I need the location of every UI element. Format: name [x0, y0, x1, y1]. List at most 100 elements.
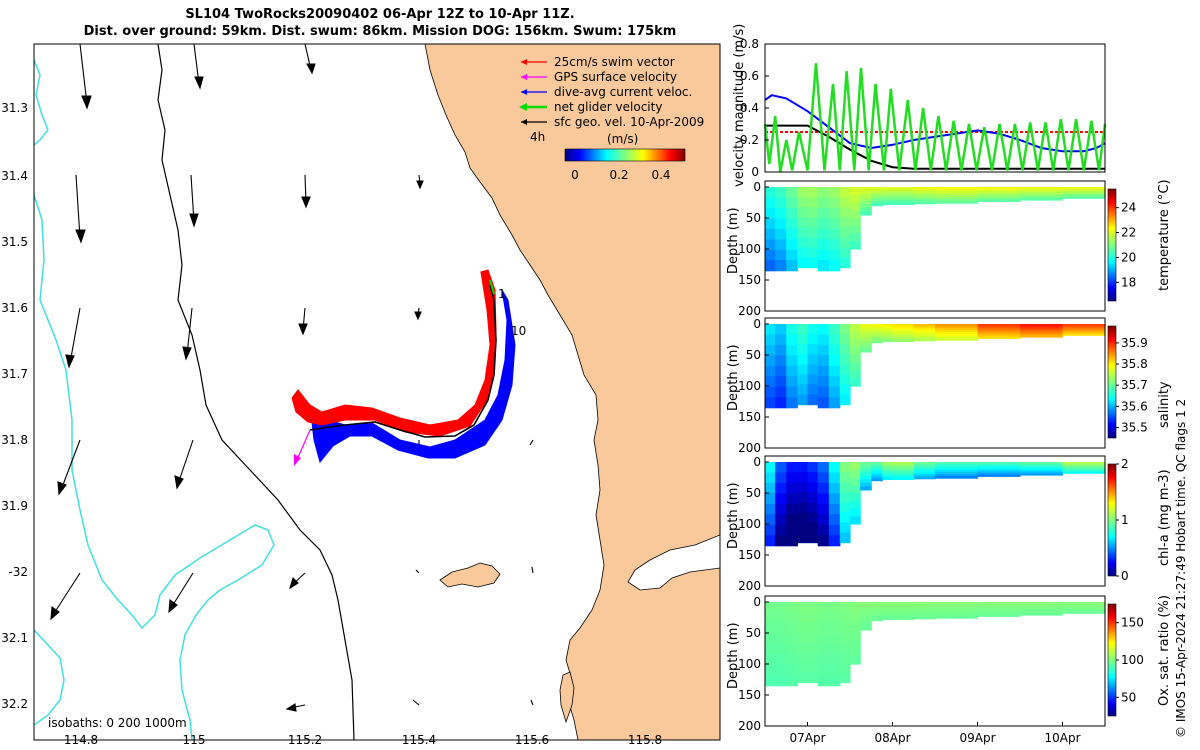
section-cell	[977, 192, 1021, 195]
section-cell	[1020, 193, 1064, 196]
section-ytick: 0	[753, 595, 761, 609]
section-cell	[913, 187, 936, 190]
section-cell	[765, 249, 776, 261]
section-cell	[817, 218, 830, 230]
section-cell	[882, 189, 894, 192]
section-cell	[850, 485, 861, 494]
section-cell	[860, 194, 872, 199]
section-cell	[1020, 473, 1064, 476]
section-cell	[892, 604, 915, 607]
section-cell	[850, 339, 861, 348]
section-cell	[817, 654, 830, 666]
section-cell	[892, 472, 915, 476]
section-cell	[817, 602, 830, 614]
section-cell	[839, 217, 851, 228]
section-cell	[871, 198, 883, 202]
section-ytick: 0	[753, 317, 761, 331]
section-cell	[871, 602, 883, 605]
section-cell	[807, 374, 819, 386]
section-cell	[850, 648, 861, 657]
section-cell	[765, 622, 776, 634]
section-cell	[786, 207, 798, 219]
section-cell	[850, 347, 861, 356]
section-cell	[828, 503, 841, 515]
section-cell	[1062, 470, 1106, 473]
section-cell	[913, 334, 936, 338]
section-cell	[977, 610, 1021, 614]
section-cell	[892, 328, 915, 332]
section-cell	[786, 482, 798, 494]
isobath-1000m-b	[34, 194, 275, 740]
section-cell	[817, 324, 830, 336]
section-cell	[839, 632, 851, 643]
section-cell	[850, 187, 861, 196]
section-cell	[935, 328, 979, 331]
svg-text:sfc geo. vel. 10-Apr-2009: sfc geo. vel. 10-Apr-2009	[554, 115, 704, 129]
section-ytick: 200	[738, 719, 761, 733]
section-cell	[775, 643, 787, 655]
section-cell	[871, 194, 883, 197]
section-cell	[786, 355, 798, 367]
section-cell	[860, 626, 872, 631]
colorbar-tick: 35.5	[1121, 420, 1148, 434]
section-cell	[892, 337, 915, 340]
section-cell	[913, 199, 936, 203]
section-cell	[1020, 603, 1064, 606]
section-cell	[850, 625, 861, 634]
velocity-series-3	[763, 63, 1107, 173]
section-cell	[786, 493, 798, 505]
legend-item-sfc: sfc geo. vel. 10-Apr-2009	[521, 115, 704, 129]
section-cell	[977, 614, 1021, 617]
section-cell	[839, 602, 851, 613]
section-cell	[765, 472, 776, 484]
svg-text:net glider velocity: net glider velocity	[554, 100, 662, 114]
section-cell	[786, 365, 798, 377]
section-cell	[892, 326, 915, 329]
section-cell	[892, 330, 915, 334]
section-cell	[860, 475, 872, 480]
section-cell	[1020, 196, 1064, 199]
section-cell	[828, 260, 841, 272]
section-cell	[882, 612, 894, 616]
section-cell	[828, 602, 841, 614]
section-cell	[935, 602, 979, 605]
section-cell	[913, 614, 936, 618]
section-cell	[807, 502, 819, 513]
section-cell	[892, 606, 915, 610]
colorbar-tick: 150	[1121, 616, 1144, 630]
section-cell	[828, 197, 841, 209]
section-cell	[850, 500, 861, 510]
section-cell	[935, 470, 979, 473]
section-cell	[1062, 325, 1106, 328]
section-cell	[935, 332, 979, 335]
section-cell	[913, 476, 936, 480]
section-cell	[882, 462, 894, 465]
legend-item-net: net glider velocity	[519, 100, 662, 114]
section-cell	[765, 228, 776, 240]
section-cell	[882, 468, 894, 472]
section-cell	[913, 466, 936, 469]
section-cell	[871, 337, 883, 341]
section-cell	[860, 337, 872, 342]
section-cell	[860, 204, 872, 209]
section-cell	[935, 472, 979, 475]
section-cell	[797, 642, 809, 653]
section-cell	[1062, 611, 1106, 614]
section-ytick: 150	[738, 688, 761, 702]
section-cell	[828, 187, 841, 199]
section-cell	[871, 331, 883, 334]
section-cell	[817, 664, 830, 676]
section-cell	[1062, 191, 1106, 194]
section-cell	[860, 472, 872, 477]
section-cell	[882, 195, 894, 199]
section-cell	[807, 207, 819, 218]
svg-text:32.1: 32.1	[1, 631, 28, 645]
section-cell	[935, 330, 979, 333]
section-cell	[977, 327, 1021, 330]
section-ylabel: Depth (m)	[726, 482, 741, 549]
section-cell	[1062, 332, 1106, 335]
section-cell	[786, 187, 798, 199]
section-cell	[892, 202, 915, 205]
isobaths-note: isobaths: 0 200 1000m	[48, 716, 187, 730]
